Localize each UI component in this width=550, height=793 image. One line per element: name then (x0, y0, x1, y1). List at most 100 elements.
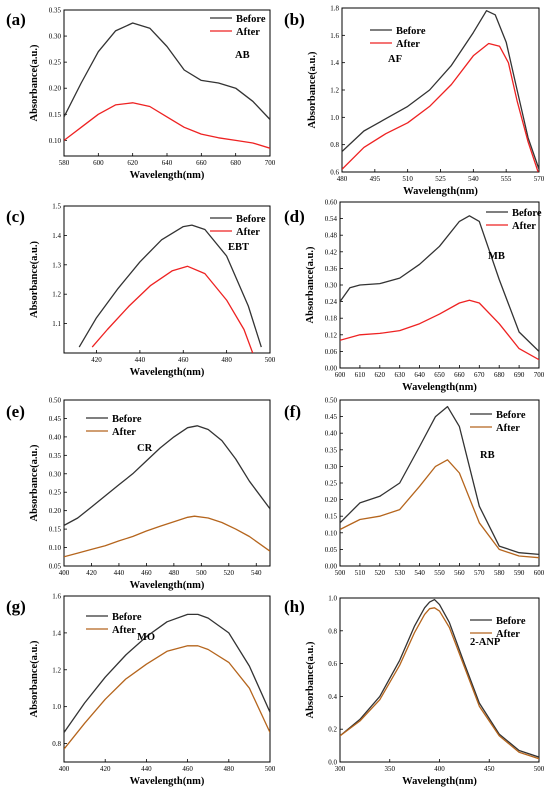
x-tick-label: 700 (534, 371, 545, 379)
legend-label: Before (236, 214, 266, 225)
x-tick-label: 480 (169, 569, 180, 577)
x-tick-label: 440 (135, 356, 146, 364)
y-tick-label: 0.00 (325, 365, 338, 373)
legend-label: Before (112, 414, 142, 425)
x-tick-label: 480 (221, 356, 232, 364)
y-tick-label: 0.15 (49, 111, 62, 119)
y-axis-title: Absorbance(a.u.) (307, 51, 318, 129)
series-line-after (64, 645, 270, 750)
series-line-before (340, 598, 539, 758)
panel-label: (a) (6, 10, 26, 29)
y-tick-label: 1.2 (52, 666, 61, 674)
y-tick-label: 1.2 (330, 87, 339, 95)
x-tick-label: 460 (141, 569, 152, 577)
x-tick-label: 480 (337, 175, 348, 183)
legend-label: Before (112, 612, 142, 623)
y-tick-label: 1.4 (52, 232, 61, 240)
legend-label: Before (236, 14, 266, 25)
legend-label: After (112, 625, 136, 636)
y-tick-label: 0.50 (325, 397, 338, 405)
dye-annotation: CR (137, 443, 153, 454)
plot-frame (341, 7, 540, 173)
y-tick-label: 0.30 (49, 470, 62, 478)
panel-7: (g) 400 420 440 460 480 500 0.8 1.0 1.2 1.4 1.6 Wave… (6, 593, 276, 788)
x-tick-label: 555 (501, 175, 512, 183)
dye-annotation: AF (388, 54, 402, 65)
x-tick-label: 460 (182, 765, 193, 773)
dye-annotation: EBT (228, 242, 249, 253)
y-tick-label: 0.24 (325, 298, 338, 306)
panel-label: (d) (284, 207, 305, 226)
x-tick-label: 420 (91, 356, 102, 364)
x-tick-label: 500 (534, 765, 545, 773)
y-tick-label: 0.15 (49, 526, 62, 534)
y-tick-label: 0.20 (325, 496, 338, 504)
x-tick-label: 680 (494, 371, 505, 379)
y-tick-label: 0.45 (325, 413, 338, 421)
y-tick-label: 0.05 (49, 563, 62, 571)
legend-label: After (236, 27, 260, 38)
y-tick-label: 0.20 (49, 507, 62, 515)
x-tick-label: 460 (178, 356, 189, 364)
series-line-after (64, 102, 270, 149)
x-tick-label: 620 (375, 371, 386, 379)
y-tick-label: 0.54 (325, 215, 338, 223)
x-axis-title: Wavelength(nm) (130, 367, 205, 378)
y-tick-label: 1.4 (52, 629, 61, 637)
y-tick-label: 1.1 (52, 320, 61, 328)
y-tick-label: 0.8 (52, 740, 61, 748)
y-tick-label: 1.0 (328, 595, 337, 603)
x-tick-label: 450 (484, 765, 495, 773)
x-tick-label: 525 (435, 175, 446, 183)
y-tick-label: 1.0 (330, 114, 339, 122)
x-tick-label: 660 (454, 371, 465, 379)
y-tick-label: 0.35 (325, 446, 338, 454)
series-line-after (340, 459, 539, 559)
legend-label: Before (496, 410, 526, 421)
legend-label: After (512, 221, 536, 232)
x-tick-label: 480 (224, 765, 235, 773)
y-tick-label: 0.10 (49, 544, 62, 552)
x-tick-label: 500 (265, 765, 276, 773)
x-tick-label: 510 (402, 175, 413, 183)
x-axis-title: Wavelength(nm) (130, 170, 205, 181)
y-tick-label: 0.18 (325, 315, 338, 323)
x-tick-label: 600 (335, 371, 346, 379)
y-tick-label: 1.0 (52, 703, 61, 711)
y-axis-title: Absorbance(a.u.) (305, 246, 316, 324)
x-axis-title: Wavelength(nm) (402, 382, 477, 393)
x-tick-label: 580 (59, 159, 70, 167)
x-tick-label: 640 (414, 371, 425, 379)
x-axis-title: Wavelength(nm) (403, 186, 478, 197)
panel-label: (b) (284, 10, 305, 29)
y-tick-label: 0.50 (49, 397, 62, 405)
y-axis-title: Absorbance(a.u.) (29, 444, 40, 522)
y-tick-label: 1.3 (52, 261, 61, 269)
y-axis-title: Absorbance(a.u.) (29, 44, 40, 122)
dye-annotation: 2-ANP (470, 637, 501, 648)
panel-6: (f) 500 510 520 530 540 550 560 570 580 590 600 0.00… (284, 397, 545, 578)
y-tick-label: 1.4 (330, 59, 339, 67)
series-line-before (340, 215, 539, 352)
y-tick-label: 0.6 (328, 660, 337, 668)
panel-label: (f) (284, 402, 301, 421)
series-line-before (64, 613, 270, 733)
x-tick-label: 495 (370, 175, 381, 183)
y-tick-label: 0.10 (325, 529, 338, 537)
series-line-before (78, 224, 262, 348)
x-tick-label: 500 (335, 569, 346, 577)
legend-label: Before (396, 26, 426, 37)
panel-2: (b) 480 495 510 525 540 555 570 0.6 0.8 1.0 1.2 1.4 1… (284, 5, 545, 198)
x-tick-label: 690 (514, 371, 525, 379)
x-tick-label: 570 (534, 175, 545, 183)
panel-label: (e) (6, 402, 25, 421)
dye-annotation: RB (480, 450, 495, 461)
x-tick-label: 700 (265, 159, 276, 167)
y-tick-label: 1.2 (52, 291, 61, 299)
y-tick-label: 0.35 (49, 452, 62, 460)
y-tick-label: 0.8 (330, 141, 339, 149)
series-line-after (340, 299, 539, 361)
series-line-after (64, 515, 270, 558)
legend-label: Before (496, 616, 526, 627)
panel-label: (h) (284, 597, 305, 616)
